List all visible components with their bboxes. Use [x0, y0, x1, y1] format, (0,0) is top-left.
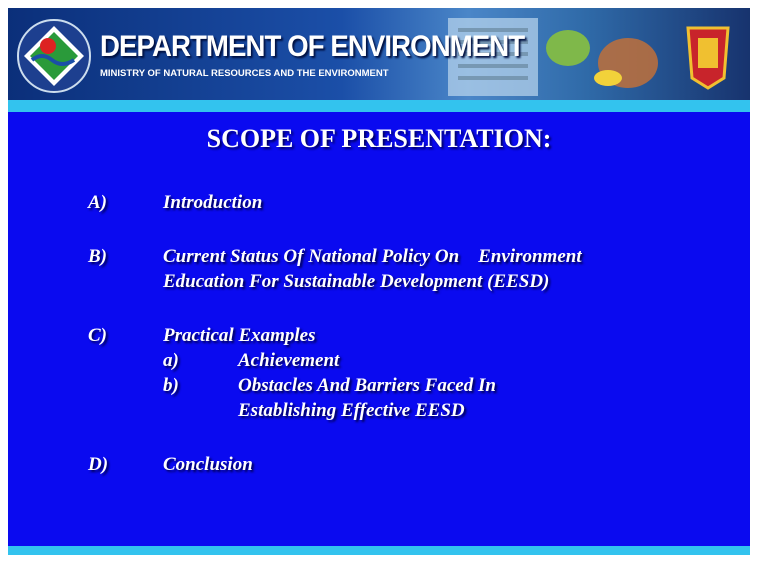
item-label: B) [88, 246, 107, 268]
page: DEPARTMENT OF ENVIRONMENT MINISTRY OF NA… [0, 0, 758, 561]
item-text: Conclusion [163, 454, 253, 476]
strip [8, 546, 750, 555]
item-label: C) [88, 325, 107, 347]
item-label: A) [88, 192, 107, 214]
slide: DEPARTMENT OF ENVIRONMENT MINISTRY OF NA… [8, 8, 750, 555]
banner: DEPARTMENT OF ENVIRONMENT MINISTRY OF NA… [8, 8, 750, 100]
slide-title: SCOPE OF PRESENTATION: [8, 124, 750, 154]
strip [8, 100, 750, 112]
subitem-text: Achievement [238, 350, 339, 372]
header-title: DEPARTMENT OF ENVIRONMENT [100, 30, 524, 64]
crest [688, 28, 728, 88]
header-subtitle: MINISTRY OF NATURAL RESOURCES AND THE EN… [100, 68, 389, 79]
subitem-text: Obstacles And Barriers Faced In [238, 375, 496, 397]
item-text: Introduction [163, 192, 262, 214]
subitem-label: a) [163, 350, 179, 372]
subitem-text: Establishing Effective EESD [238, 400, 465, 422]
item-text: Education For Sustainable Development (E… [163, 271, 549, 293]
item-label: D) [88, 454, 108, 476]
subitem-label: b) [163, 375, 179, 397]
item-text: Current Status Of National Policy On Env… [163, 246, 582, 268]
logo [18, 20, 90, 92]
item-text: Practical Examples [163, 325, 316, 347]
